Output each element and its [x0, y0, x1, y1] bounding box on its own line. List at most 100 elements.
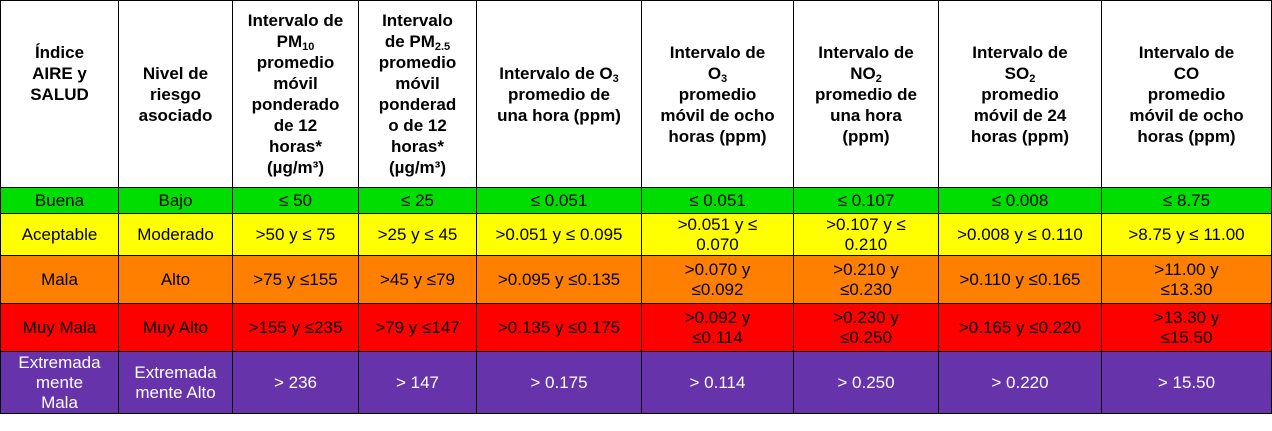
header-text-main: promedio	[678, 84, 757, 104]
table-cell: >0.051 y ≤ 0.095	[476, 213, 642, 256]
header-text-main: promedio	[378, 53, 457, 72]
header-text: ponderad	[361, 94, 474, 115]
cell-text: Extremada	[18, 352, 101, 372]
table-cell: > 15.50	[1101, 351, 1272, 414]
header-text-main: Intervalo de O	[499, 63, 613, 83]
header-text-main: móvil	[395, 74, 440, 93]
header-text: promedio	[1104, 84, 1269, 105]
cell-text: Buena	[34, 190, 85, 210]
header-text-main: horas (ppm)	[668, 126, 767, 146]
air-quality-table: Índice AIRE y SALUD Nivel de riesgo asociado…	[0, 0, 1272, 414]
header-text: SO2	[941, 63, 1099, 85]
header-text-main: ponderado	[251, 95, 340, 114]
table-cell: > 0.114	[641, 351, 794, 414]
table-cell: ≤ 50	[232, 187, 359, 214]
header-row: Índice AIRE y SALUD Nivel de riesgo asociado…	[0, 0, 1272, 188]
cell-text: ≤ 50	[279, 190, 312, 210]
header-pm25: Intervalo de PM2.5 promedio móvil ponderad o …	[358, 0, 477, 188]
header-subscript: 2	[875, 72, 882, 85]
cell-text: ≤0.114	[692, 327, 743, 347]
header-text: PM10	[235, 31, 356, 53]
header-o3-8h: Intervalo de O3 promedio móvil de ocho horas…	[641, 0, 794, 188]
cell-text: >0.051 y ≤ 0.095	[495, 224, 623, 244]
header-text: Intervalo de	[644, 42, 791, 63]
header-text-main: horas (ppm)	[1137, 126, 1236, 146]
header-text: horas*	[361, 136, 474, 157]
cell-text: >0.092 y	[684, 307, 751, 327]
header-so2: Intervalo de SO2 promedio móvil de 24 horas …	[938, 0, 1102, 188]
cell-text: > 0.175	[530, 372, 588, 392]
cell-text: mente Alto	[135, 382, 216, 402]
cell-text: >45 y ≤79	[379, 269, 456, 289]
cell-text: > 236	[273, 372, 317, 392]
table-cell: ≤ 25	[358, 187, 477, 214]
cell-text: >25 y ≤ 45	[377, 224, 458, 244]
table-cell: Buena	[0, 187, 119, 214]
header-text-main: O	[707, 63, 722, 83]
cell-text: >0.210 y	[833, 259, 899, 279]
header-pm10: Intervalo de PM10 promedio móvil ponderado de…	[232, 0, 359, 188]
header-o3-1h: Intervalo de O3 promedio de una hora (ppm)	[476, 0, 642, 188]
header-subscript: 3	[612, 72, 619, 85]
table-cell: >0.165 y ≤0.220	[938, 303, 1102, 352]
header-text-main: o de 12	[388, 116, 447, 135]
header-text-main: una hora (ppm)	[497, 105, 621, 125]
header-text: Nivel de	[142, 63, 209, 83]
cell-text: > 147	[395, 372, 439, 392]
header-text-main: CO	[1173, 63, 1200, 83]
table-cell: Alto	[118, 255, 233, 304]
table-cell: >0.095 y ≤0.135	[476, 255, 642, 304]
table-cell: >0.070 y ≤0.092	[641, 255, 794, 304]
header-text: (µg/m³)	[361, 157, 474, 178]
header-text-main: promedio	[1147, 84, 1226, 104]
header-text: asociado	[138, 105, 213, 125]
header-text: horas*	[235, 136, 356, 157]
cell-text: Muy Alto	[142, 317, 209, 337]
header-text-main: ponderad	[378, 95, 457, 114]
header-text: una hora (ppm)	[479, 105, 639, 126]
header-indice: Índice AIRE y SALUD	[0, 0, 119, 188]
header-subscript: 2	[1029, 72, 1036, 85]
header-text-main: promedio	[981, 84, 1059, 104]
cell-text: >0.110 y ≤0.165	[959, 269, 1081, 289]
header-text-main: horas*	[391, 137, 444, 156]
header-text-main: promedio de	[814, 84, 917, 104]
header-subscript: 3	[721, 72, 728, 85]
header-text-main: de 12	[273, 116, 318, 135]
header-text: O3	[644, 63, 791, 85]
cell-text: ≤0.250	[840, 327, 892, 347]
header-text: promedio de	[479, 84, 639, 105]
cell-text: ≤ 0.051	[530, 190, 588, 210]
table-cell: >13.30 y ≤15.50	[1101, 303, 1272, 352]
header-text-main: Intervalo	[382, 11, 453, 30]
cell-text: > 0.114	[689, 372, 746, 392]
cell-text: >0.135 y ≤0.175	[497, 317, 621, 337]
table-row-extrema: Extremada mente Mala Extremada mente Alto > 2…	[0, 351, 1272, 414]
header-text-main: Intervalo de	[972, 42, 1068, 62]
table-cell: >79 y ≤147	[358, 303, 477, 352]
header-text: horas (ppm)	[644, 126, 791, 147]
table-cell: >8.75 y ≤ 11.00	[1101, 213, 1272, 256]
table-row-aceptable: Aceptable Moderado >50 y ≤ 75 >25 y ≤ 45 >0.…	[0, 213, 1272, 256]
table-cell: Muy Mala	[0, 303, 119, 352]
cell-text: ≤ 25	[401, 190, 434, 210]
table-cell: > 0.250	[793, 351, 939, 414]
header-text: (µg/m³)	[235, 157, 356, 178]
table-cell: >50 y ≤ 75	[232, 213, 359, 256]
header-text-main: Intervalo de	[247, 11, 344, 30]
header-text: móvil de ocho	[644, 105, 791, 126]
cell-text: >11.00 y	[1154, 259, 1219, 279]
cell-text: Mala	[41, 269, 78, 289]
header-text: promedio	[644, 84, 791, 105]
header-text: Intervalo de	[941, 42, 1099, 63]
header-text-main: (ppm)	[842, 126, 890, 146]
table-cell: >0.051 y ≤0.070	[641, 213, 794, 256]
cell-text: ≤0.092	[691, 279, 744, 299]
header-text: Intervalo	[361, 10, 474, 31]
cell-text: >0.070 y	[684, 259, 751, 279]
header-text: ponderado	[235, 94, 356, 115]
header-text-main: móvil de 24	[973, 105, 1067, 125]
header-text-main: móvil	[273, 74, 318, 93]
cell-text: >0.051 y ≤	[677, 214, 758, 234]
table-cell: ≤ 8.75	[1101, 187, 1272, 214]
